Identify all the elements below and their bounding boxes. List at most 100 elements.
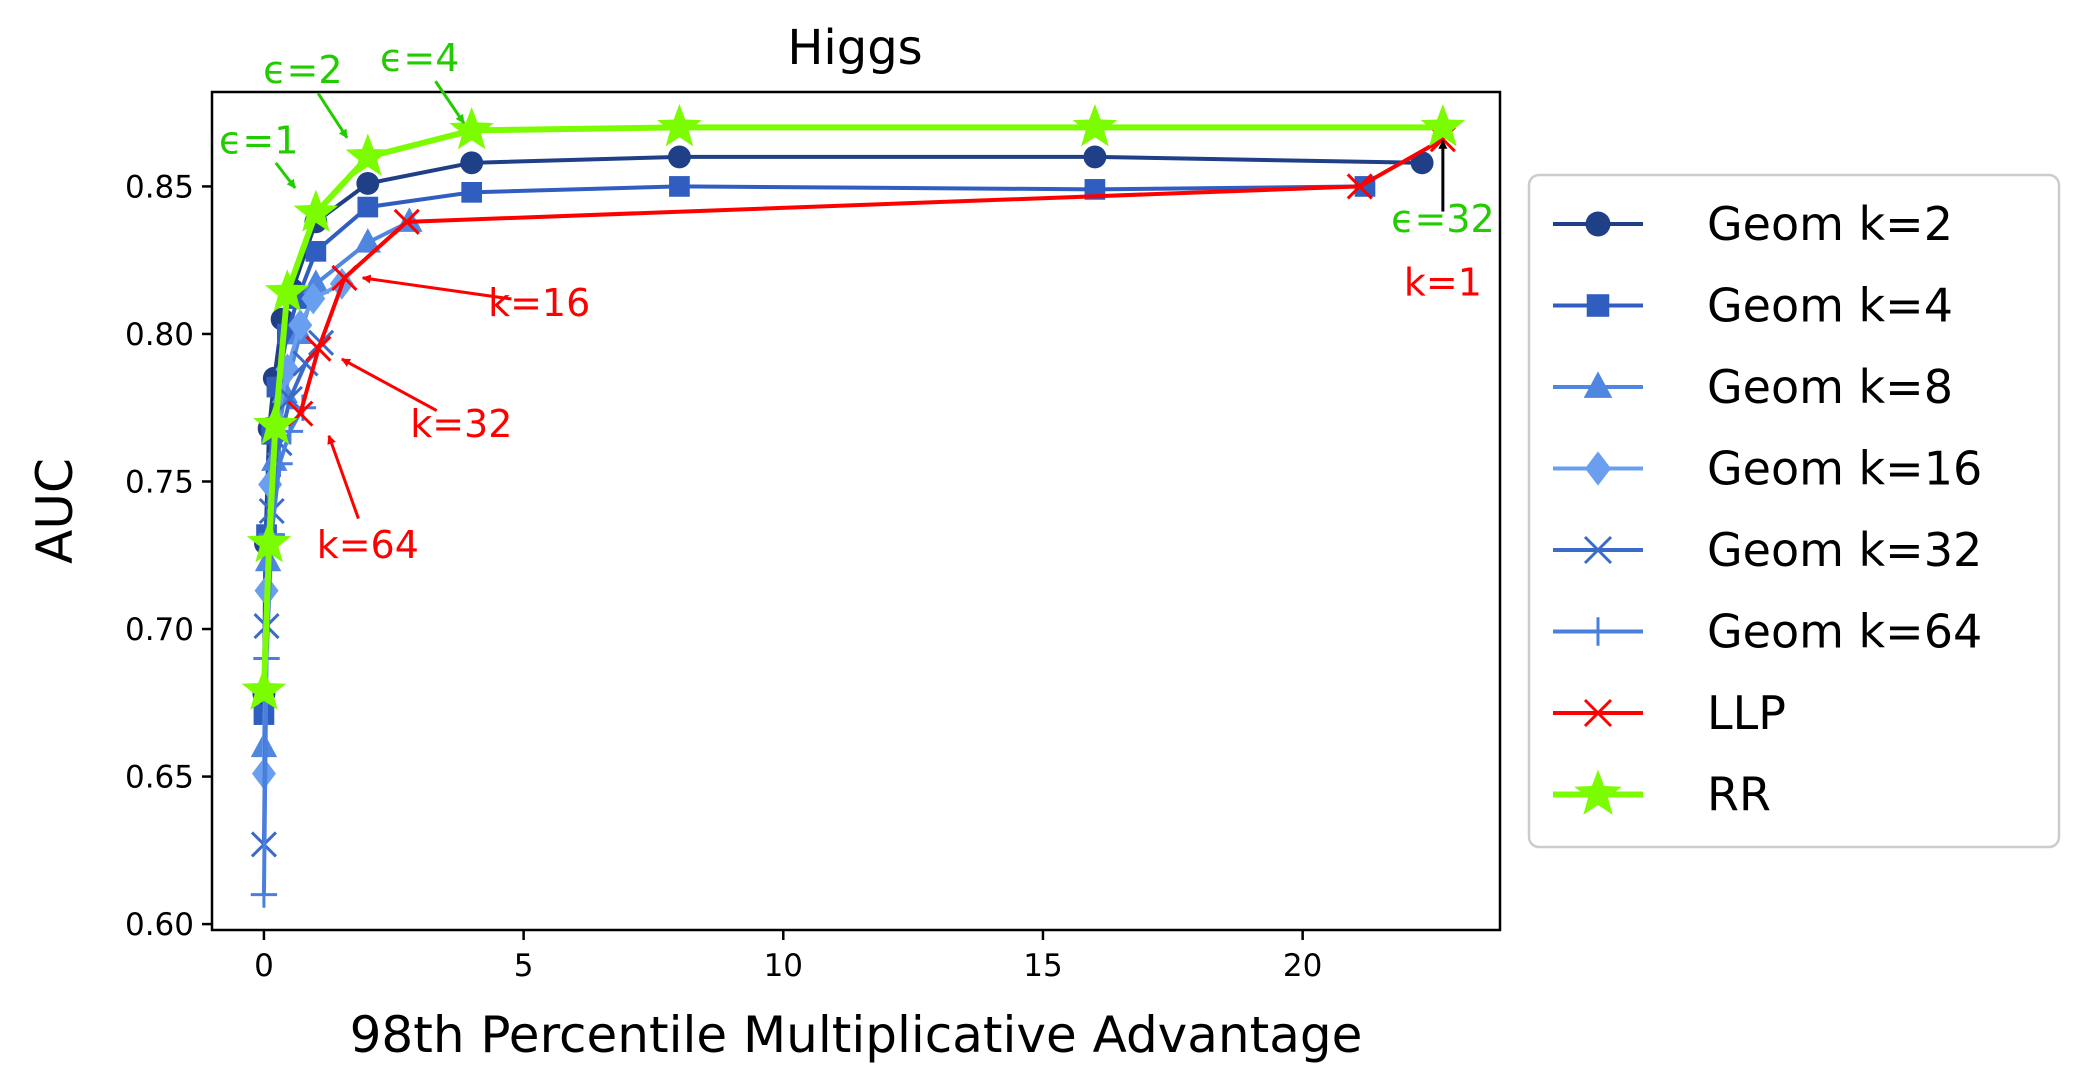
annotation-text: k=1 <box>1404 260 1482 304</box>
y-axis-ticks: 0.60 0.65 0.70 0.75 0.80 0.85 <box>125 169 212 943</box>
annotation-eps-2: ϵ=2 <box>263 48 349 139</box>
legend-swatch-marker <box>1586 294 1610 317</box>
series-layer <box>241 104 1466 908</box>
legend-items: Geom k=2 Geom k=4 Geom k=8 Geom k=16 Geom k=… <box>1553 197 1982 822</box>
annotation-k-1: k=1 <box>1404 260 1482 304</box>
data-point <box>461 181 483 203</box>
legend-item-geom-k-32: Geom k=32 <box>1553 523 1982 577</box>
data-point <box>345 133 391 176</box>
plot-area: 0 5 10 15 20 0.60 0.65 0.70 0.75 0.80 0.85 ϵ=1 ϵ=2… <box>125 36 1502 984</box>
legend-swatch-marker <box>1583 617 1613 646</box>
data-point <box>288 309 313 341</box>
legend-item-geom-k-4: Geom k=4 <box>1553 279 1953 333</box>
annotation-layer: ϵ=1ϵ=2 ϵ=4ϵ=32k=1k=16k=32k=64 <box>219 36 1495 567</box>
y-tick-label: 0.60 <box>125 907 194 943</box>
data-point <box>1083 145 1107 169</box>
data-point <box>1410 151 1434 175</box>
legend-label: Geom k=2 <box>1707 197 1953 251</box>
annotation-k-64: k=64 <box>317 434 419 567</box>
chart-title: Higgs <box>787 20 922 76</box>
data-point <box>331 264 358 291</box>
data-point <box>669 176 690 197</box>
data-point <box>1420 104 1466 147</box>
series-line <box>261 154 1423 694</box>
annotation-text: ϵ=4 <box>380 36 459 80</box>
annotation-text: ϵ=2 <box>263 48 342 92</box>
data-point <box>657 104 702 147</box>
legend-swatch-marker <box>1583 698 1613 728</box>
annotation-eps-4: ϵ=4 <box>380 36 466 124</box>
data-point <box>667 145 691 169</box>
x-tick-label: 0 <box>254 948 274 984</box>
y-axis-label: AUC <box>26 458 84 564</box>
x-tick-label: 20 <box>1283 948 1322 984</box>
data-point <box>302 269 330 294</box>
annotation-k-32: k=32 <box>341 357 512 446</box>
annotation-text: k=32 <box>410 402 512 446</box>
data-point <box>241 667 287 710</box>
y-tick-label: 0.80 <box>125 317 194 353</box>
data-point <box>301 282 326 315</box>
data-point <box>305 240 327 262</box>
legend-item-geom-k-64: Geom k=64 <box>1553 605 1982 659</box>
annotation-arrow <box>434 80 466 124</box>
x-tick-label: 5 <box>514 948 534 984</box>
x-axis-ticks: 0 5 10 15 20 <box>254 930 1322 984</box>
data-point <box>246 520 292 563</box>
y-tick-label: 0.70 <box>125 612 194 648</box>
annotation-arrow <box>316 92 349 139</box>
legend-item-rr: RR <box>1553 768 1771 822</box>
annotation-k-16: k=16 <box>361 274 590 325</box>
data-point <box>265 269 310 312</box>
series-line <box>260 124 1443 692</box>
legend-label: Geom k=64 <box>1707 605 1982 659</box>
annotation-text: k=16 <box>488 281 590 325</box>
annotation-arrow <box>361 274 512 301</box>
y-tick-label: 0.65 <box>125 760 194 796</box>
data-point <box>460 151 484 175</box>
series-rr <box>241 104 1466 710</box>
data-point <box>305 335 332 362</box>
x-tick-label: 15 <box>1023 948 1062 984</box>
data-point <box>293 189 339 232</box>
legend-item-llp: LLP <box>1553 686 1786 740</box>
legend-label: Geom k=32 <box>1707 523 1982 577</box>
x-axis-label: 98th Percentile Multiplicative Advantage <box>350 1006 1363 1064</box>
data-point <box>250 881 278 908</box>
legend-item-geom-k-2: Geom k=2 <box>1553 197 1953 251</box>
data-point <box>1072 104 1118 147</box>
data-point <box>1346 173 1373 200</box>
legend-label: Geom k=8 <box>1707 360 1953 414</box>
series-line <box>298 137 1444 415</box>
data-point <box>356 172 380 195</box>
legend-swatch-marker <box>1574 769 1622 815</box>
legend-swatch-marker <box>1585 211 1611 237</box>
data-point <box>253 402 298 445</box>
annotation-arrow <box>274 161 297 189</box>
legend-frame <box>1527 173 2061 849</box>
annotation-text: ϵ=1 <box>219 119 298 163</box>
legend-label: Geom k=16 <box>1707 442 1982 496</box>
y-tick-label: 0.85 <box>125 169 194 205</box>
data-point <box>357 196 379 218</box>
x-tick-label: 10 <box>764 948 803 984</box>
data-point <box>354 228 382 253</box>
y-tick-label: 0.75 <box>125 464 194 500</box>
legend-label: RR <box>1707 768 1771 822</box>
annotation-text: k=64 <box>317 523 419 567</box>
legend-swatch-marker <box>1583 371 1613 398</box>
annotation-eps-1: ϵ=1 <box>219 119 298 189</box>
legend-label: LLP <box>1707 686 1786 740</box>
annotation-arrow <box>327 434 360 520</box>
legend-swatch-marker <box>1585 451 1611 486</box>
data-point <box>393 208 420 235</box>
legend-label: Geom k=4 <box>1707 279 1953 333</box>
data-point <box>449 106 494 150</box>
legend-item-geom-k-8: Geom k=8 <box>1553 360 1953 414</box>
legend: Geom k=2 Geom k=4 Geom k=8 Geom k=16 Geom k=… <box>1527 173 2061 849</box>
annotation-arrow <box>341 357 438 412</box>
legend-item-geom-k-16: Geom k=16 <box>1553 442 1982 496</box>
legend-swatch-marker <box>1583 535 1613 565</box>
plot-frame <box>210 90 1502 932</box>
